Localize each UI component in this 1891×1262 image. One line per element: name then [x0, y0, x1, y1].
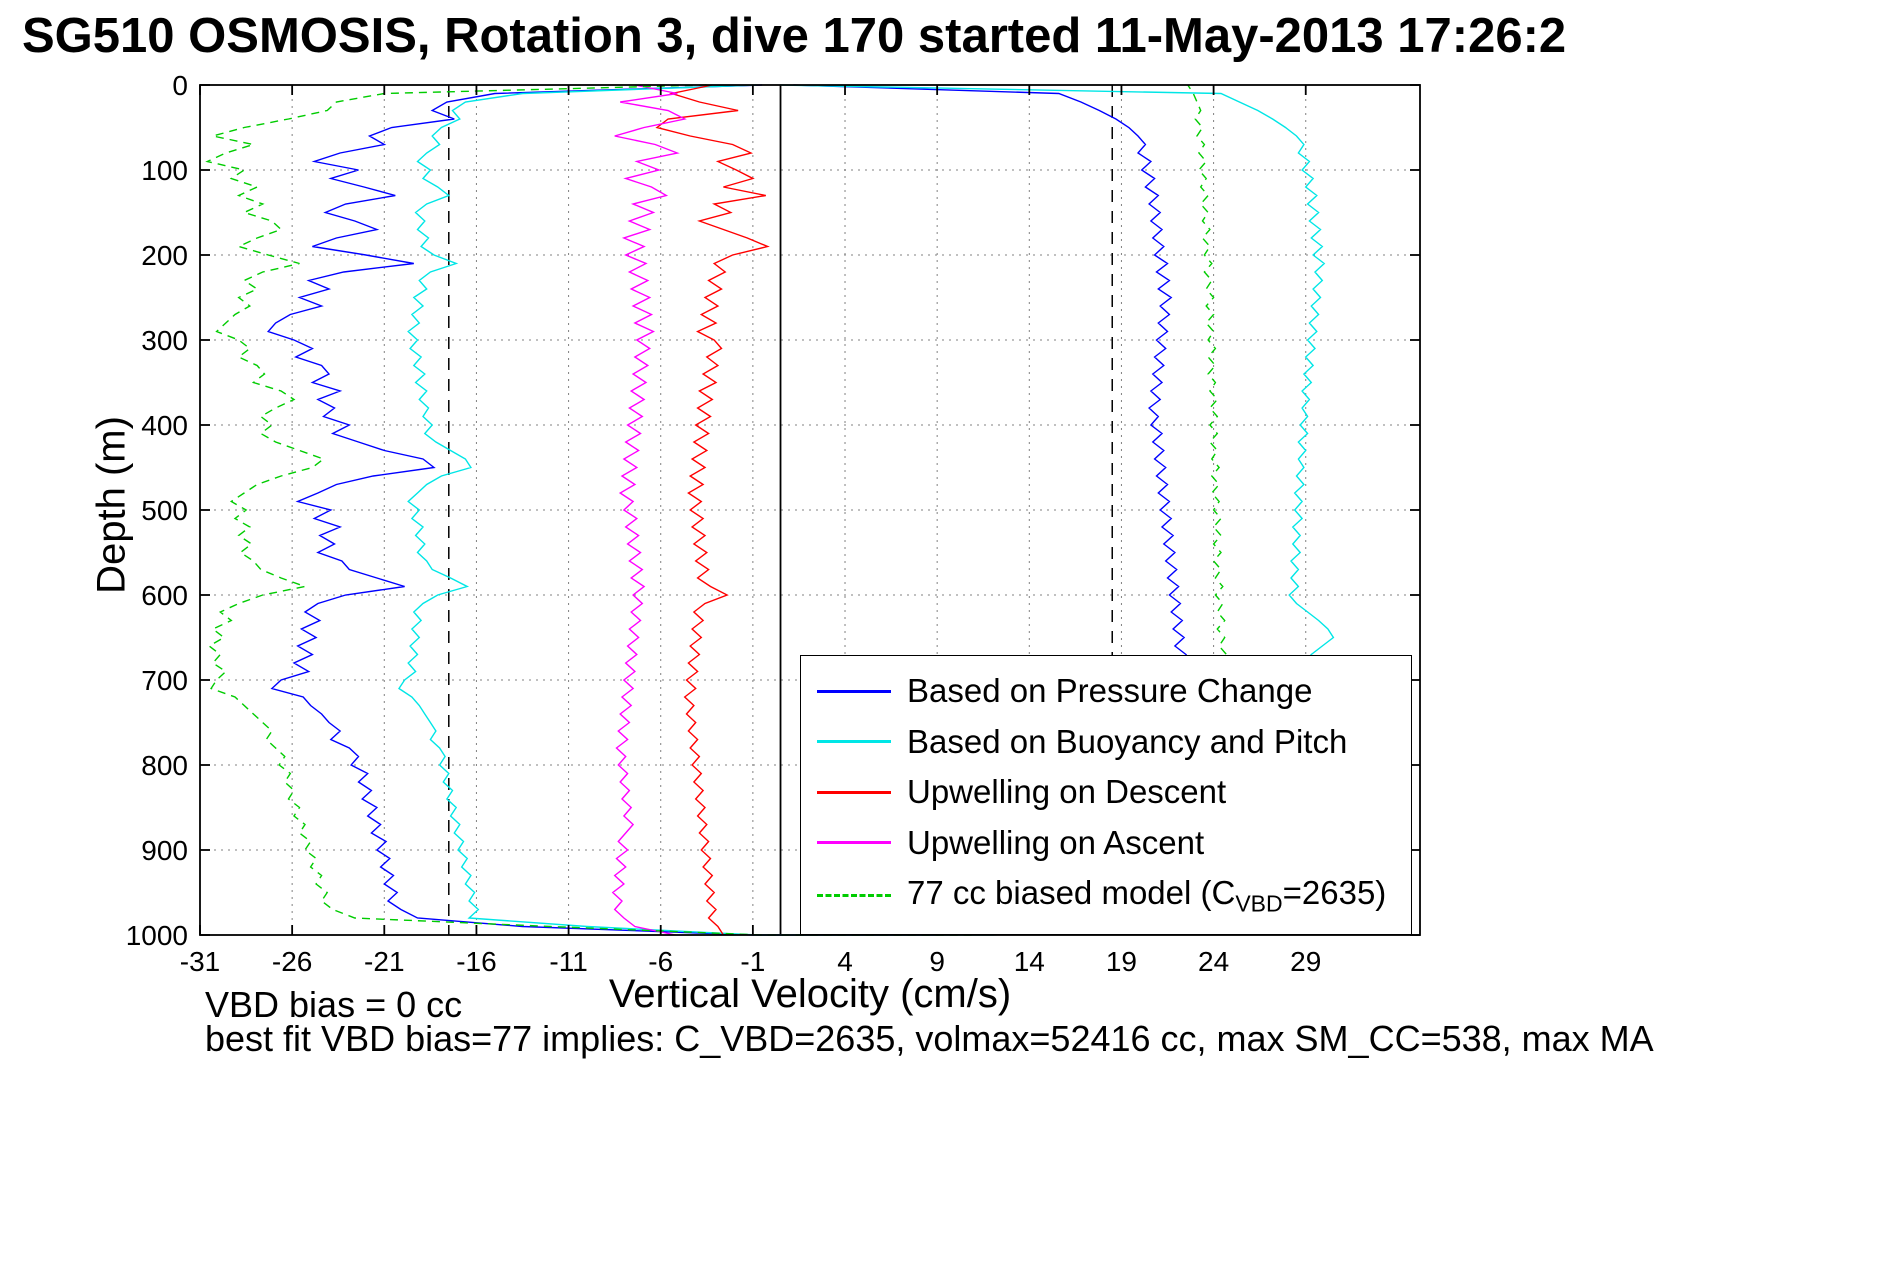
legend-label: Based on Pressure Change [907, 672, 1313, 710]
x-tick-label: 29 [1290, 946, 1321, 977]
legend-line-upwelling-ascent [817, 841, 891, 845]
x-tick-label: -1 [740, 946, 765, 977]
reference-lines [448, 85, 1113, 935]
legend: Based on Pressure Change Based on Buoyan… [800, 655, 1412, 935]
x-tick-label: 9 [929, 946, 945, 977]
legend-label: Upwelling on Ascent [907, 823, 1205, 861]
legend-entry: Based on Pressure Change [817, 672, 1403, 710]
vbd-bias-annotation: VBD bias = 0 cc [205, 984, 463, 1025]
legend-label: 77 cc biased model (CVBD=2635) [907, 873, 1387, 917]
legend-line-model [817, 894, 891, 898]
series-upwelling-descent [655, 84, 770, 936]
series-upwelling-ascent [611, 84, 687, 936]
legend-entry: Based on Buoyancy and Pitch [817, 723, 1403, 761]
x-tick-label: -6 [648, 946, 673, 977]
y-tick-label: 800 [141, 750, 188, 781]
x-axis-label: Vertical Velocity (cm/s) [608, 972, 1012, 1016]
legend-line-upwelling-descent [817, 790, 891, 794]
legend-label: Based on Buoyancy and Pitch [907, 722, 1348, 760]
best-fit-annotation: best fit VBD bias=77 implies: C_VBD=2635… [205, 1018, 1654, 1059]
y-tick-label: 700 [141, 665, 188, 696]
y-tick-label: 500 [141, 495, 188, 526]
x-tick-label: -26 [272, 946, 312, 977]
legend-entry: Upwelling on Ascent [817, 824, 1403, 862]
x-tick-label: 19 [1106, 946, 1137, 977]
axis-ticks: -31 -26 -21 -16 -11 -6 -1 4 9 14 19 24 29 0 100 200 300 4… [126, 70, 1420, 977]
y-tick-label: 600 [141, 580, 188, 611]
legend-entry: 77 cc biased model (CVBD=2635) [817, 874, 1403, 918]
plot-frame [199, 84, 1421, 936]
legend-line-buoyancy [817, 740, 891, 744]
legend-entry: Upwelling on Descent [817, 773, 1403, 811]
y-tick-label: 200 [141, 240, 188, 271]
x-tick-label: 14 [1014, 946, 1045, 977]
legend-line-pressure [817, 689, 891, 693]
x-tick-label: 4 [837, 946, 853, 977]
y-tick-label: 400 [141, 410, 188, 441]
y-tick-label: 300 [141, 325, 188, 356]
x-tick-label: -16 [456, 946, 496, 977]
x-tick-label: 24 [1198, 946, 1229, 977]
chart-title: SG510 OSMOSIS, Rotation 3, dive 170 star… [22, 9, 1567, 63]
x-tick-label: -11 [549, 946, 587, 977]
y-tick-label: 1000 [126, 920, 188, 951]
y-tick-label: 0 [172, 70, 188, 101]
x-tick-label: -31 [180, 946, 220, 977]
y-tick-label: 900 [141, 835, 188, 866]
legend-label: Upwelling on Descent [907, 773, 1227, 811]
x-tick-label: -21 [364, 946, 404, 977]
y-tick-label: 100 [141, 155, 188, 186]
